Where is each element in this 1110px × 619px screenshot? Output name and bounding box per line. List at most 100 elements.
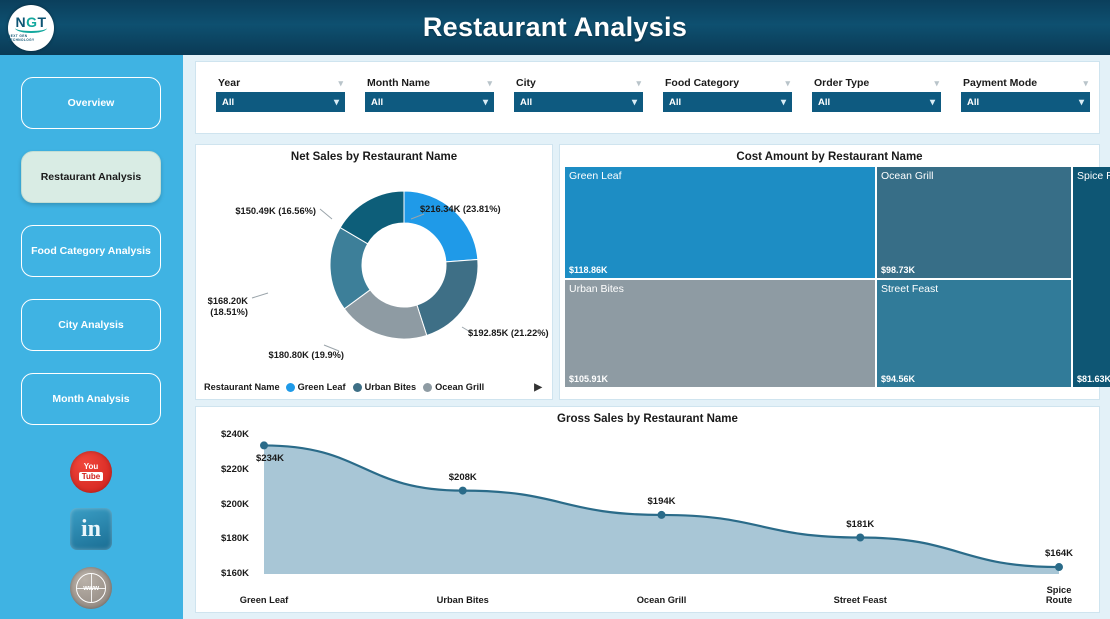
- chevron-down-icon[interactable]: ▾: [785, 77, 790, 88]
- app-header: NGT NEXT GEN TECHNOLOGY Restaurant Analy…: [0, 0, 1110, 55]
- data-point[interactable]: [458, 486, 467, 495]
- logo-letter-t: T: [37, 13, 47, 30]
- cost-amount-treemap[interactable]: Green Leaf $118.86K Urban Bites $105.91K…: [565, 167, 1110, 387]
- chevron-down-icon[interactable]: ▾: [636, 77, 641, 88]
- filter-month-name[interactable]: Month Name ▾ All ▾: [365, 77, 494, 112]
- treemap-tile-label: Spice Route: [1077, 170, 1110, 182]
- filter-year[interactable]: Year ▾ All ▾: [216, 77, 345, 112]
- filter-month-name-dropdown[interactable]: All ▾: [365, 92, 494, 112]
- donut-data-label: $168.20K (18.51%): [207, 296, 248, 317]
- filter-month-name-label: Month Name: [367, 77, 430, 89]
- filter-food-category-dropdown[interactable]: All ▾: [663, 92, 792, 112]
- filter-food-category-value: All: [669, 96, 682, 108]
- gross-sales-chart-title: Gross Sales by Restaurant Name: [557, 413, 738, 425]
- x-axis-tick-label: Spice Route: [1045, 585, 1073, 605]
- filter-order-type-header: Order Type ▾: [812, 77, 941, 92]
- legend-label: Green Leaf: [297, 382, 346, 392]
- website-icon[interactable]: www: [70, 567, 112, 609]
- legend-item[interactable]: Green Leaf: [285, 382, 346, 392]
- sidebar-item-overview[interactable]: Overview: [21, 77, 161, 129]
- page-title: Restaurant Analysis: [422, 12, 688, 42]
- logo-letter-g: G: [26, 13, 38, 30]
- sidebar-item-city-analysis[interactable]: City Analysis: [21, 299, 161, 351]
- filter-city-dropdown[interactable]: All ▾: [514, 92, 643, 112]
- chevron-right-icon[interactable]: ▶: [534, 381, 542, 393]
- treemap-tile[interactable]: Green Leaf $118.86K: [565, 167, 875, 278]
- logo-letter-n: N: [15, 13, 27, 30]
- sidebar-item-label: Overview: [67, 97, 115, 109]
- y-axis-tick-label: $200K: [221, 498, 249, 510]
- filter-payment-mode[interactable]: Payment Mode ▾ All ▾: [961, 77, 1090, 112]
- cost-amount-chart-title: Cost Amount by Restaurant Name: [736, 151, 923, 163]
- donut-data-label: $180.80K (19.9%): [268, 350, 344, 360]
- x-axis-tick-label: Ocean Grill: [636, 595, 687, 605]
- chevron-down-icon[interactable]: ▾: [338, 77, 343, 88]
- x-axis-tick-label: Urban Bites: [436, 595, 489, 605]
- y-axis-tick-label: $160K: [221, 568, 249, 579]
- data-point[interactable]: [856, 533, 865, 542]
- legend-label: Ocean Grill: [435, 382, 485, 392]
- treemap-tile-value: $98.73K: [881, 265, 916, 275]
- treemap-tile[interactable]: Ocean Grill $98.73K: [877, 167, 1071, 278]
- filter-year-dropdown[interactable]: All ▾: [216, 92, 345, 112]
- sidebar-item-food-category-analysis[interactable]: Food Category Analysis: [21, 225, 161, 277]
- donut-slice[interactable]: [416, 258, 479, 337]
- data-point[interactable]: [1055, 563, 1063, 572]
- logo-swoosh-icon: [15, 28, 47, 33]
- website-icon-glyph: www: [83, 584, 99, 592]
- gross-sales-area-chart[interactable]: $160K $180K $200K $220K $240K $234K Green Leaf…: [196, 407, 1099, 612]
- filter-city[interactable]: City ▾ All ▾: [514, 77, 643, 112]
- filter-food-category[interactable]: Food Category ▾ All ▾: [663, 77, 792, 112]
- data-point[interactable]: [657, 510, 666, 519]
- net-sales-donut-chart[interactable]: $216.34K (23.81%) $192.85K (21.22%) $180.8…: [196, 165, 552, 370]
- donut-leader-line: [323, 344, 340, 352]
- sidebar-item-restaurant-analysis[interactable]: Restaurant Analysis: [21, 151, 161, 203]
- filter-order-type-dropdown[interactable]: All ▾: [812, 92, 941, 112]
- donut-legend: Restaurant Name Green Leaf Urban Bites O…: [204, 379, 546, 395]
- youtube-icon-line2: Tube: [78, 472, 104, 481]
- sidebar-item-label: Restaurant Analysis: [40, 171, 142, 183]
- donut-slice[interactable]: [339, 190, 405, 245]
- net-sales-donut-panel: Net Sales by Restaurant Name $216.34K (2…: [195, 144, 553, 400]
- legend-label: Urban Bites: [364, 382, 417, 392]
- treemap-tile[interactable]: Spice Route $81.63K: [1073, 167, 1110, 387]
- y-axis-tick-label: $240K: [221, 429, 249, 440]
- legend-item[interactable]: Ocean Grill: [423, 382, 484, 392]
- chevron-down-icon[interactable]: ▾: [934, 77, 939, 88]
- youtube-icon[interactable]: You Tube: [70, 451, 112, 493]
- legend-item[interactable]: Urban Bites: [352, 382, 417, 392]
- filter-payment-mode-header: Payment Mode ▾: [961, 77, 1090, 92]
- filter-food-category-header: Food Category ▾: [663, 77, 792, 92]
- treemap-tile[interactable]: Street Feast $94.56K: [877, 280, 1071, 387]
- youtube-icon-line1: You: [83, 462, 99, 471]
- treemap-tile-value: $105.91K: [569, 374, 609, 384]
- filter-year-header: Year ▾: [216, 77, 345, 92]
- filter-city-label: City: [516, 77, 536, 89]
- filter-order-type-value: All: [818, 96, 831, 108]
- donut-leader-line: [319, 208, 333, 220]
- sidebar: Overview Restaurant Analysis Food Catego…: [0, 55, 183, 619]
- treemap-tile-label: Street Feast: [881, 283, 939, 295]
- filter-month-name-header: Month Name ▾: [365, 77, 494, 92]
- chevron-down-icon[interactable]: ▾: [1083, 77, 1088, 88]
- chevron-down-icon[interactable]: ▾: [487, 77, 492, 88]
- data-point[interactable]: [260, 441, 268, 450]
- donut-slice[interactable]: [403, 190, 479, 263]
- data-point-label: $234K: [256, 453, 284, 465]
- filter-year-value: All: [222, 96, 235, 108]
- filter-order-type[interactable]: Order Type ▾ All ▾: [812, 77, 941, 112]
- linkedin-icon-glyph: in: [80, 516, 101, 542]
- linkedin-icon[interactable]: in: [70, 508, 112, 550]
- filter-city-header: City ▾: [514, 77, 643, 92]
- logo: NGT NEXT GEN TECHNOLOGY: [8, 5, 54, 51]
- donut-leader-line: [410, 213, 425, 220]
- net-sales-chart-title: Net Sales by Restaurant Name: [290, 151, 458, 163]
- donut-data-label: $216.34K (23.81%): [420, 204, 501, 214]
- chevron-down-icon: ▾: [333, 96, 339, 108]
- filter-payment-mode-dropdown[interactable]: All ▾: [961, 92, 1090, 112]
- filter-payment-mode-label: Payment Mode: [963, 77, 1038, 89]
- sidebar-item-month-analysis[interactable]: Month Analysis: [21, 373, 161, 425]
- data-point-label: $181K: [846, 518, 875, 530]
- donut-leader-line: [251, 292, 269, 299]
- treemap-tile[interactable]: Urban Bites $105.91K: [565, 280, 875, 387]
